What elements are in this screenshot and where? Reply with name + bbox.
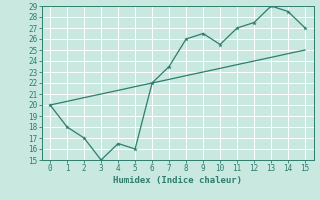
X-axis label: Humidex (Indice chaleur): Humidex (Indice chaleur): [113, 176, 242, 185]
